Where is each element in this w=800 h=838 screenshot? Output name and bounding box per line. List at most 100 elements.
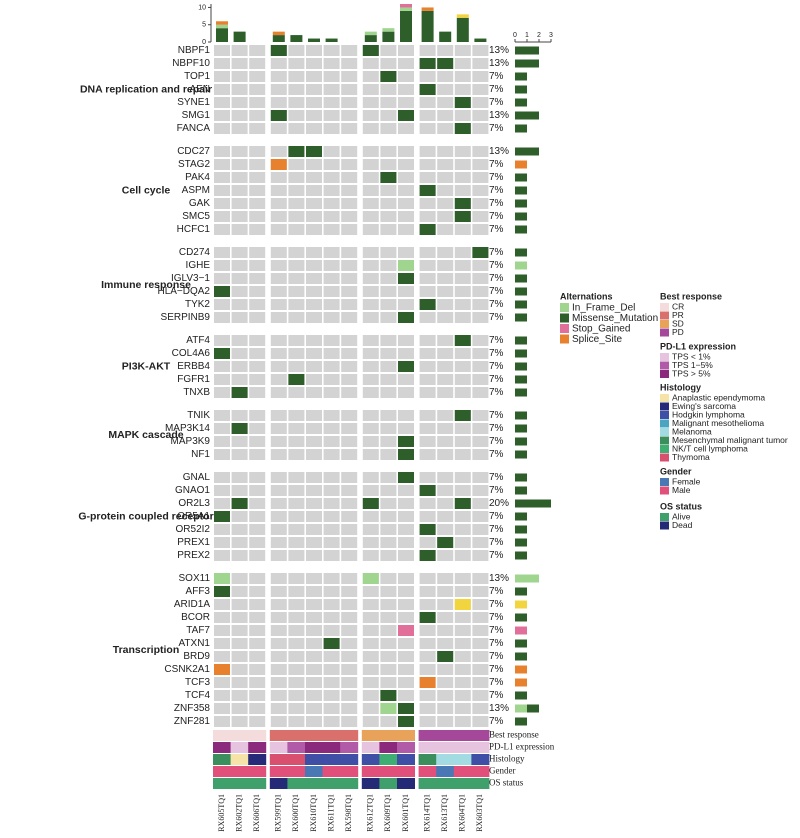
cell (214, 198, 230, 209)
cell (231, 348, 248, 359)
alteration (472, 247, 489, 258)
cell (454, 374, 471, 385)
cell (306, 273, 322, 284)
cell (306, 599, 322, 610)
cell (306, 472, 322, 483)
percent-label: 7% (489, 374, 504, 385)
cell (437, 524, 454, 535)
cell (323, 664, 340, 675)
alteration (419, 485, 436, 496)
cell (341, 299, 358, 310)
cell (419, 716, 436, 727)
cell (214, 172, 230, 183)
side-tick-label: 0 (513, 32, 517, 39)
cell (323, 387, 340, 398)
cell (231, 58, 248, 69)
side-bar-segment (515, 160, 527, 169)
percent-label: 7% (489, 651, 504, 662)
gene-label: OR52I2 (176, 524, 211, 535)
legend-label: NK/T cell lymphoma (672, 443, 748, 453)
cell (472, 110, 489, 121)
track-cell (418, 766, 437, 777)
sample-label: RX600TQ1 (291, 794, 300, 832)
track-cell (230, 754, 249, 765)
cell (323, 436, 340, 447)
cell (454, 612, 471, 623)
alteration (398, 110, 414, 121)
group-label: G-protein coupled receptor (78, 510, 213, 522)
cell (419, 45, 436, 56)
top-bar-segment (272, 31, 285, 36)
alteration (454, 211, 471, 222)
percent-label: 7% (489, 638, 504, 649)
track-cell (305, 766, 323, 777)
cell (398, 211, 414, 222)
cell (454, 449, 471, 460)
cell (419, 537, 436, 548)
cell (341, 511, 358, 522)
cell (398, 185, 414, 196)
side-tick-label: 1 (525, 32, 529, 39)
legend-swatch (660, 486, 669, 495)
alteration (362, 45, 379, 56)
cell (306, 625, 322, 636)
cell (270, 703, 287, 714)
side-bar-segment (515, 85, 527, 94)
cell (249, 387, 266, 398)
cell (437, 716, 454, 727)
alteration (437, 651, 454, 662)
cell (214, 677, 230, 688)
cell (249, 123, 266, 134)
cell (323, 299, 340, 310)
cell (454, 273, 471, 284)
cell (398, 247, 414, 258)
track-cell (230, 730, 249, 741)
alteration (454, 599, 471, 610)
cell (362, 449, 379, 460)
cell (380, 612, 397, 623)
cell (419, 247, 436, 258)
track-cell (397, 742, 415, 753)
top-bar-segment (308, 38, 320, 42)
track-cell (471, 778, 490, 789)
cell (270, 211, 287, 222)
cell (419, 423, 436, 434)
cell (398, 198, 414, 209)
cell (398, 586, 414, 597)
cell (249, 159, 266, 170)
side-bar-segment (515, 424, 527, 433)
percent-label: 7% (489, 716, 504, 727)
cell (362, 286, 379, 297)
cell (437, 71, 454, 82)
cell (323, 185, 340, 196)
cell (306, 335, 322, 346)
cell (437, 374, 454, 385)
percent-label: 13% (489, 58, 509, 69)
cell (362, 374, 379, 385)
cell (249, 97, 266, 108)
percent-label: 7% (489, 198, 504, 209)
cell (437, 286, 454, 297)
cell (437, 224, 454, 235)
cell (270, 485, 287, 496)
cell (472, 485, 489, 496)
cell (419, 172, 436, 183)
cell (249, 664, 266, 675)
cell (472, 374, 489, 385)
alteration (419, 58, 436, 69)
gene-label: GAK (189, 198, 210, 209)
percent-label: 7% (489, 537, 504, 548)
cell (288, 485, 305, 496)
cell (437, 361, 454, 372)
alteration (454, 335, 471, 346)
cell (419, 651, 436, 662)
alteration (214, 664, 230, 675)
sample-label: RX606TQ1 (252, 794, 261, 832)
legend-swatch (660, 394, 669, 402)
cell (288, 273, 305, 284)
cell (341, 677, 358, 688)
percent-label: 7% (489, 273, 504, 284)
top-tick-label: 5 (202, 22, 206, 29)
legend-swatch (560, 303, 569, 312)
cell (380, 625, 397, 636)
